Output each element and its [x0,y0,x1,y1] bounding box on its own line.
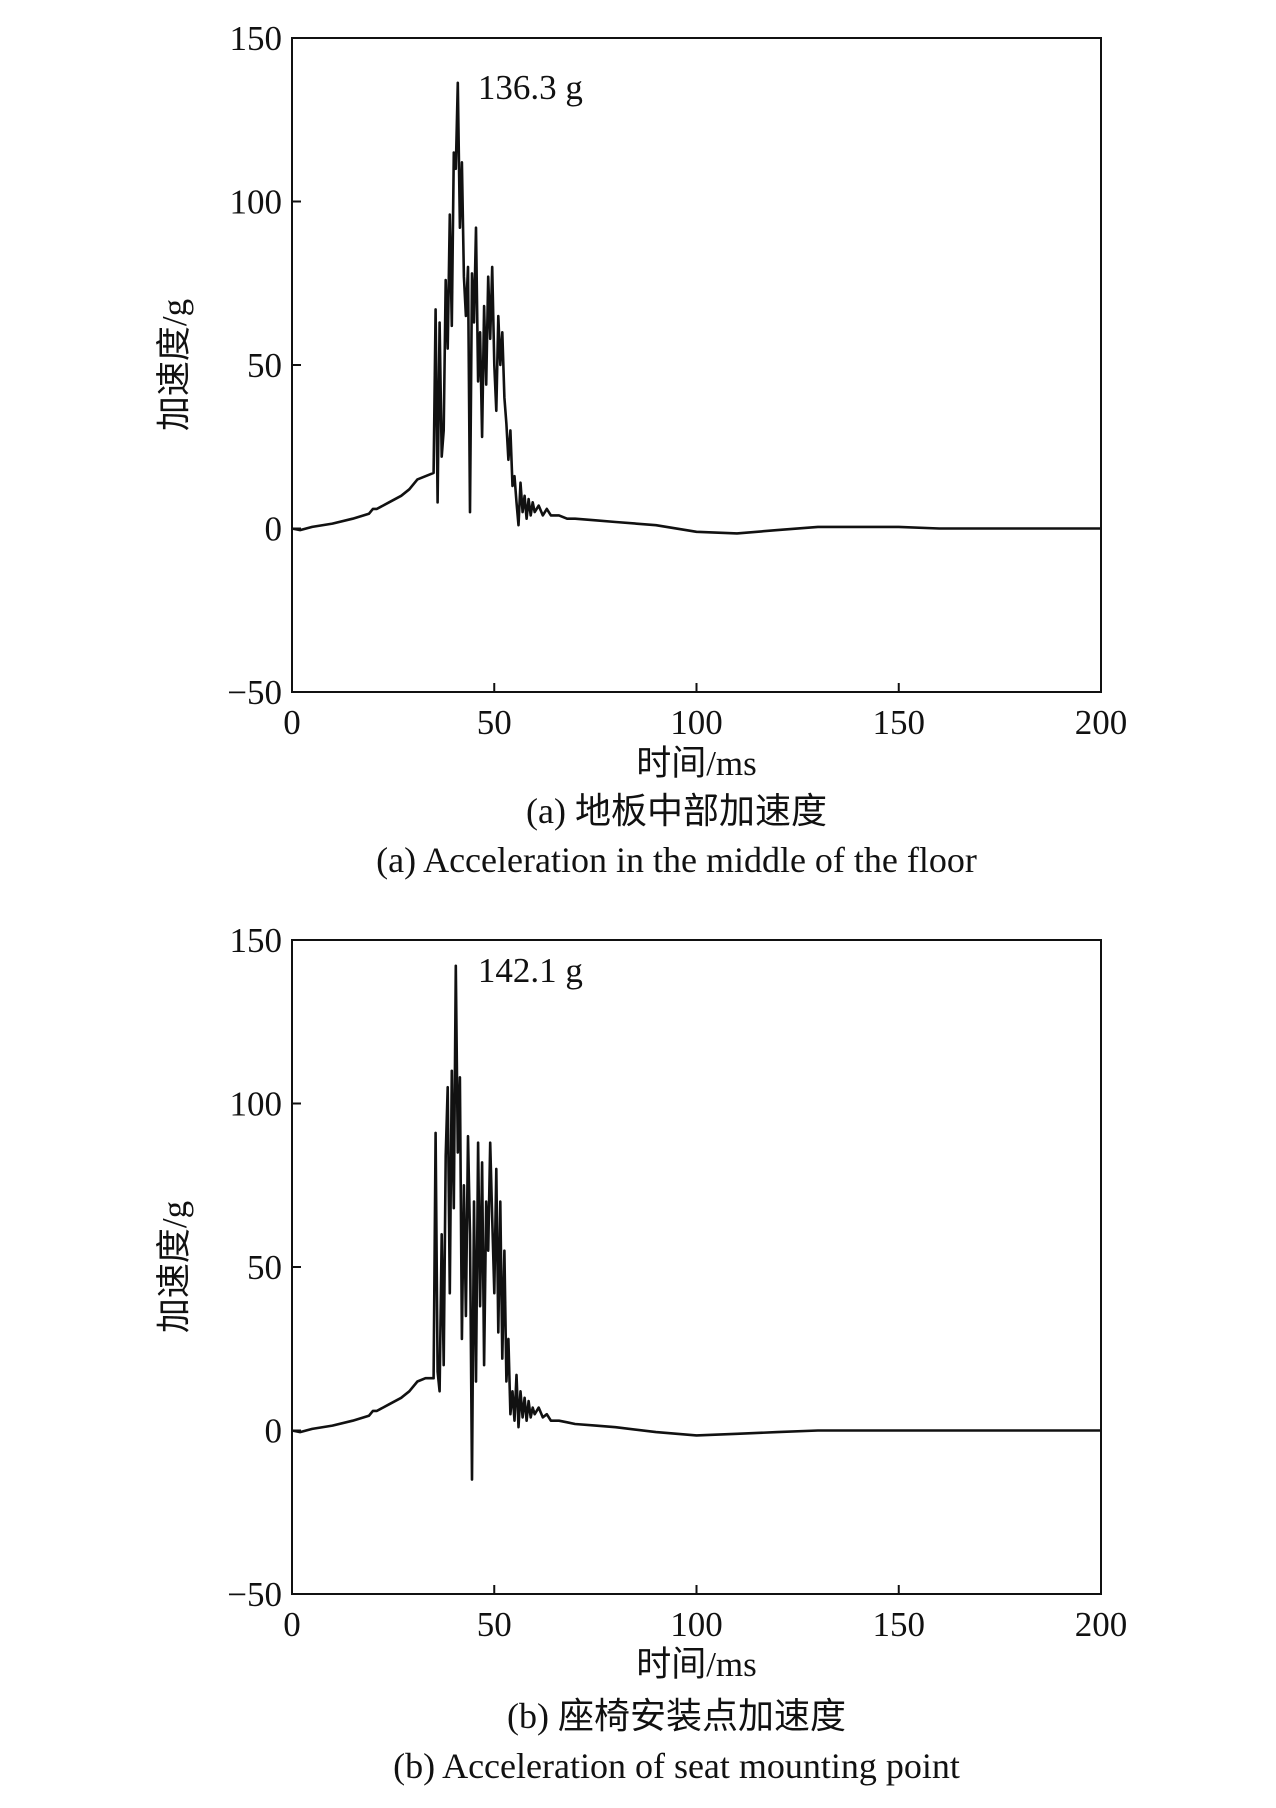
x-tick-label: 200 [1075,1605,1128,1644]
x-tick-label: 0 [283,703,301,742]
x-tick-label: 50 [477,703,512,742]
series-line [291,964,1101,1481]
y-tick-label: 0 [265,510,283,549]
x-tick-label: 200 [1075,703,1128,742]
y-tick-label: 100 [230,1085,283,1124]
caption-english: (b) Acceleration of seat mounting point [393,1746,960,1786]
plot-frame [291,37,1102,693]
x-tick-label: 150 [873,703,926,742]
y-tick-label: 50 [247,1248,282,1287]
y-tick-label: 50 [247,346,282,385]
y-tick-label: 0 [265,1412,283,1451]
y-tick-label: 150 [230,921,283,960]
x-tick-label: 100 [670,1605,723,1644]
caption-english: (a) Acceleration in the middle of the fl… [376,840,977,880]
plot-frame [291,939,1102,1595]
y-tick-label: −50 [227,673,282,712]
x-tick-label: 100 [670,703,723,742]
caption-chinese: (b) 座椅安装点加速度 [507,1696,846,1736]
peak-annotation: 136.3 g [478,68,583,107]
series-line [291,81,1101,535]
x-tick-label: 50 [477,1605,512,1644]
y-tick-label: −50 [227,1575,282,1614]
x-tick-label: 150 [873,1605,926,1644]
x-axis-label: 时间/ms [636,1645,757,1684]
x-axis-label: 时间/ms [636,744,757,783]
peak-annotation: 142.1 g [478,951,583,990]
x-tick-label: 0 [283,1605,301,1644]
y-tick-label: 150 [230,19,283,58]
y-tick-label: 100 [230,183,283,222]
y-axis-label: 加速度/g [155,299,194,431]
y-axis-label: 加速度/g [155,1201,194,1333]
caption-chinese: (a) 地板中部加速度 [526,791,827,831]
